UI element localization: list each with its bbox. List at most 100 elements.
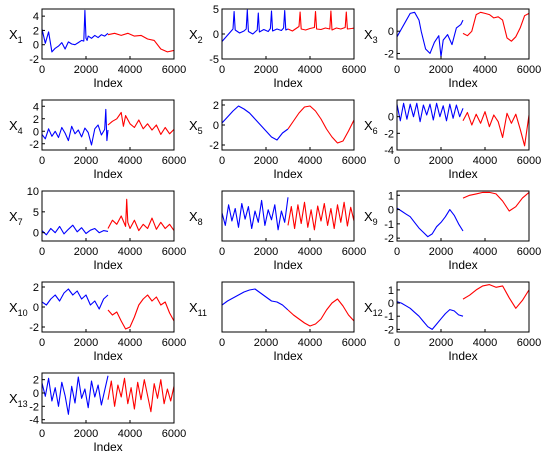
x-tick-label: 4000 (118, 246, 142, 258)
series-line-red (107, 111, 174, 135)
y-tick-label: -2 (384, 324, 394, 336)
x-axis-label: Index (93, 349, 122, 363)
variable-label: X6 (364, 118, 378, 136)
y-tick-label: 0 (388, 26, 394, 38)
y-tick-label: 4 (33, 101, 39, 113)
x-tick-label: 6000 (517, 337, 541, 349)
series-line-blue (397, 301, 464, 330)
x-tick-label: 2000 (429, 155, 453, 167)
axes-box (396, 281, 530, 333)
y-tick-label: -2 (29, 322, 39, 334)
y-tick-label: -2 (209, 140, 219, 152)
variable-label: X1 (9, 27, 23, 45)
y-tick-label: 4 (33, 11, 39, 23)
axes-box (41, 281, 175, 333)
axes-box (221, 8, 355, 60)
subplot-6: 0 2000 4000 6000 0 -2 -4 Index X6 (364, 99, 541, 181)
series-line-red (107, 294, 174, 330)
x-tick-label: 0 (39, 246, 45, 258)
series-line-red (287, 298, 354, 327)
subplot-8: 0 2000 4000 6000 Index X8 (189, 190, 366, 272)
y-tick-label: 2 (213, 100, 219, 112)
x-tick-label: 6000 (162, 246, 186, 258)
x-tick-label: 4000 (298, 246, 322, 258)
series-line-red (462, 11, 529, 42)
x-tick-label: 2000 (74, 246, 98, 258)
x-axis-label: Index (93, 167, 122, 181)
x-tick-label: 4000 (473, 155, 497, 167)
x-tick-label: 2000 (429, 337, 453, 349)
series-line-red (462, 284, 529, 309)
x-tick-label: 2000 (74, 337, 98, 349)
variable-label: X13 (9, 391, 28, 409)
x-tick-label: 4000 (118, 337, 142, 349)
y-tick-label: -4 (29, 415, 39, 427)
x-tick-label: 6000 (342, 64, 366, 76)
x-tick-label: 2000 (254, 64, 278, 76)
x-tick-label: 4000 (298, 64, 322, 76)
y-tick-label: 2 (33, 25, 39, 37)
y-tick-label: 10 (27, 186, 39, 198)
series-line-blue (222, 9, 289, 42)
x-tick-label: 6000 (162, 155, 186, 167)
x-axis-label: Index (273, 258, 302, 272)
series-line-blue (42, 9, 109, 53)
x-tick-label: 0 (219, 337, 225, 349)
x-tick-label: 0 (219, 155, 225, 167)
y-tick-label: -2 (29, 54, 39, 66)
y-tick-label: 2 (33, 114, 39, 126)
series-line-blue (42, 108, 109, 146)
x-tick-label: 0 (394, 64, 400, 76)
x-tick-label: 2000 (429, 64, 453, 76)
series-line-red (287, 10, 354, 32)
x-tick-label: 2000 (429, 246, 453, 258)
series-line-blue (42, 224, 109, 236)
y-tick-label: 0 (388, 298, 394, 310)
x-tick-label: 4000 (473, 64, 497, 76)
x-tick-label: 2000 (254, 337, 278, 349)
axes-box (396, 99, 530, 151)
y-tick-label: -2 (384, 233, 394, 245)
x-tick-label: 2000 (74, 428, 98, 440)
x-tick-label: 6000 (162, 337, 186, 349)
x-tick-label: 6000 (342, 246, 366, 258)
x-tick-label: 0 (219, 246, 225, 258)
variable-label: X4 (9, 118, 23, 136)
variable-label: X10 (9, 300, 28, 318)
series-line-blue (397, 11, 464, 58)
y-tick-label: 0 (33, 388, 39, 400)
x-tick-label: 0 (394, 337, 400, 349)
series-line-blue (222, 197, 289, 231)
x-tick-label: 2000 (254, 155, 278, 167)
axes-box (396, 190, 530, 242)
series-line-blue (397, 207, 464, 238)
axes-box (41, 8, 175, 60)
x-axis-label: Index (448, 258, 477, 272)
axes-box (41, 99, 175, 151)
x-axis-label: Index (273, 167, 302, 181)
x-tick-label: 6000 (162, 428, 186, 440)
y-tick-label: -2 (29, 401, 39, 413)
x-axis-label: Index (273, 76, 302, 90)
series-line-blue (222, 288, 289, 311)
x-tick-label: 4000 (298, 337, 322, 349)
y-tick-label: 0 (213, 120, 219, 132)
x-tick-label: 6000 (517, 246, 541, 258)
x-axis-label: Index (93, 440, 122, 454)
x-tick-label: 4000 (118, 64, 142, 76)
variable-label: X11 (189, 300, 207, 318)
y-tick-label: 0 (33, 126, 39, 138)
y-tick-label: 0 (388, 205, 394, 217)
x-tick-label: 4000 (473, 337, 497, 349)
variable-label: X8 (189, 209, 203, 227)
x-axis-label: Index (93, 76, 122, 90)
x-tick-label: 6000 (342, 155, 366, 167)
x-tick-label: 4000 (118, 155, 142, 167)
variable-label: X12 (364, 300, 383, 318)
series-line-blue (42, 288, 109, 310)
y-tick-label: 0 (388, 112, 394, 124)
series-line-red (107, 32, 174, 53)
